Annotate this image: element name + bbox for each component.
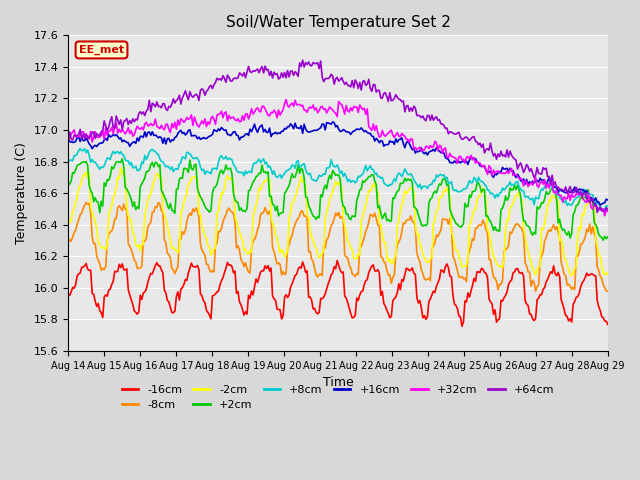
- +16cm: [225, 132, 233, 137]
- Legend: -16cm, -8cm, -2cm, +2cm, +8cm, +16cm, +32cm, +64cm: -16cm, -8cm, -2cm, +2cm, +8cm, +16cm, +3…: [117, 380, 559, 415]
- +8cm: [601, 207, 609, 213]
- -8cm: [83, 200, 90, 205]
- -16cm: [252, 276, 260, 282]
- +64cm: [252, 67, 260, 73]
- +16cm: [131, 139, 138, 144]
- -2cm: [64, 216, 72, 222]
- +2cm: [118, 156, 126, 162]
- Line: -2cm: -2cm: [68, 168, 608, 276]
- -8cm: [302, 213, 310, 219]
- +2cm: [132, 207, 140, 213]
- +2cm: [575, 199, 583, 204]
- +32cm: [243, 111, 251, 117]
- +64cm: [604, 206, 612, 212]
- Line: -16cm: -16cm: [68, 261, 608, 326]
- +2cm: [64, 183, 72, 189]
- Title: Soil/Water Temperature Set 2: Soil/Water Temperature Set 2: [225, 15, 451, 30]
- +32cm: [601, 213, 609, 218]
- +64cm: [299, 57, 307, 63]
- +64cm: [575, 191, 583, 197]
- -16cm: [458, 324, 466, 329]
- -2cm: [302, 183, 310, 189]
- +16cm: [604, 197, 612, 203]
- +8cm: [302, 167, 310, 172]
- -16cm: [300, 264, 308, 269]
- Line: +32cm: +32cm: [68, 99, 608, 216]
- Y-axis label: Temperature (C): Temperature (C): [15, 142, 28, 244]
- +64cm: [225, 74, 233, 80]
- -8cm: [64, 240, 72, 245]
- +64cm: [243, 69, 251, 75]
- +2cm: [302, 194, 310, 200]
- -8cm: [227, 208, 234, 214]
- -16cm: [243, 311, 251, 317]
- Line: +8cm: +8cm: [68, 148, 608, 210]
- -8cm: [253, 227, 261, 232]
- +64cm: [593, 209, 601, 215]
- +8cm: [604, 204, 612, 209]
- +32cm: [225, 112, 233, 118]
- +8cm: [76, 145, 84, 151]
- +2cm: [600, 237, 607, 243]
- +32cm: [131, 132, 138, 138]
- -16cm: [604, 322, 612, 327]
- -8cm: [244, 269, 252, 275]
- +32cm: [302, 108, 310, 113]
- -2cm: [244, 251, 252, 257]
- +32cm: [604, 208, 612, 214]
- Line: -8cm: -8cm: [68, 203, 608, 291]
- -2cm: [577, 227, 584, 232]
- +32cm: [252, 106, 260, 112]
- +8cm: [244, 169, 252, 175]
- -16cm: [577, 284, 584, 289]
- -16cm: [333, 258, 341, 264]
- +16cm: [64, 136, 72, 142]
- X-axis label: Time: Time: [323, 376, 353, 389]
- +8cm: [227, 156, 234, 162]
- +8cm: [64, 160, 72, 166]
- -2cm: [227, 176, 234, 181]
- -8cm: [532, 288, 540, 294]
- Line: +16cm: +16cm: [68, 122, 608, 205]
- +16cm: [300, 121, 308, 127]
- +2cm: [604, 234, 612, 240]
- +8cm: [132, 164, 140, 169]
- -2cm: [568, 273, 575, 278]
- +32cm: [575, 192, 583, 197]
- -8cm: [577, 241, 584, 247]
- Line: +64cm: +64cm: [68, 60, 608, 212]
- -2cm: [604, 272, 612, 277]
- +16cm: [252, 127, 260, 132]
- -16cm: [64, 291, 72, 297]
- +32cm: [64, 138, 72, 144]
- +16cm: [243, 131, 251, 137]
- -2cm: [117, 165, 125, 171]
- Line: +2cm: +2cm: [68, 159, 608, 240]
- +2cm: [227, 165, 234, 171]
- +8cm: [253, 158, 261, 164]
- -2cm: [253, 196, 261, 202]
- +2cm: [244, 188, 252, 194]
- +64cm: [64, 139, 72, 145]
- +32cm: [282, 96, 290, 102]
- +64cm: [302, 60, 310, 65]
- -2cm: [132, 242, 140, 248]
- +16cm: [575, 186, 583, 192]
- -16cm: [225, 263, 233, 268]
- -16cm: [131, 308, 138, 314]
- Text: EE_met: EE_met: [79, 45, 124, 55]
- +16cm: [596, 202, 604, 208]
- +2cm: [253, 173, 261, 179]
- +64cm: [131, 119, 138, 125]
- +16cm: [329, 119, 337, 125]
- -8cm: [604, 288, 612, 294]
- +8cm: [575, 193, 583, 199]
- -8cm: [132, 259, 140, 264]
